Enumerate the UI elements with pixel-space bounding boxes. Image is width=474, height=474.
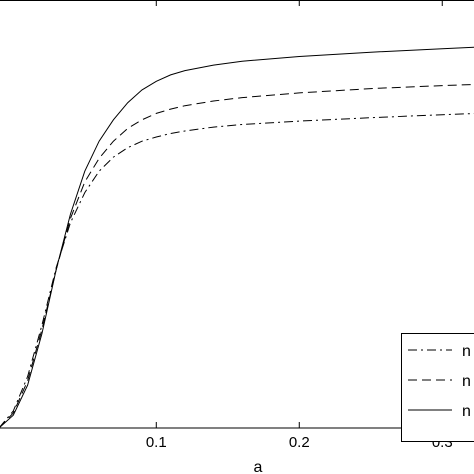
legend-label: n [462, 373, 471, 390]
legend: nnn [401, 333, 474, 442]
x-tick-label: 0.2 [289, 434, 310, 451]
legend-box [401, 333, 474, 442]
series-line-solid [0, 46, 474, 428]
legend-label: n [462, 403, 471, 420]
series-layer [0, 46, 474, 428]
x-tick-label: 0.1 [146, 434, 167, 451]
series-line-dashed [0, 83, 474, 428]
x-axis-label: a [254, 459, 263, 474]
legend-label: n [462, 343, 471, 360]
series-line-dashdot [0, 113, 474, 428]
